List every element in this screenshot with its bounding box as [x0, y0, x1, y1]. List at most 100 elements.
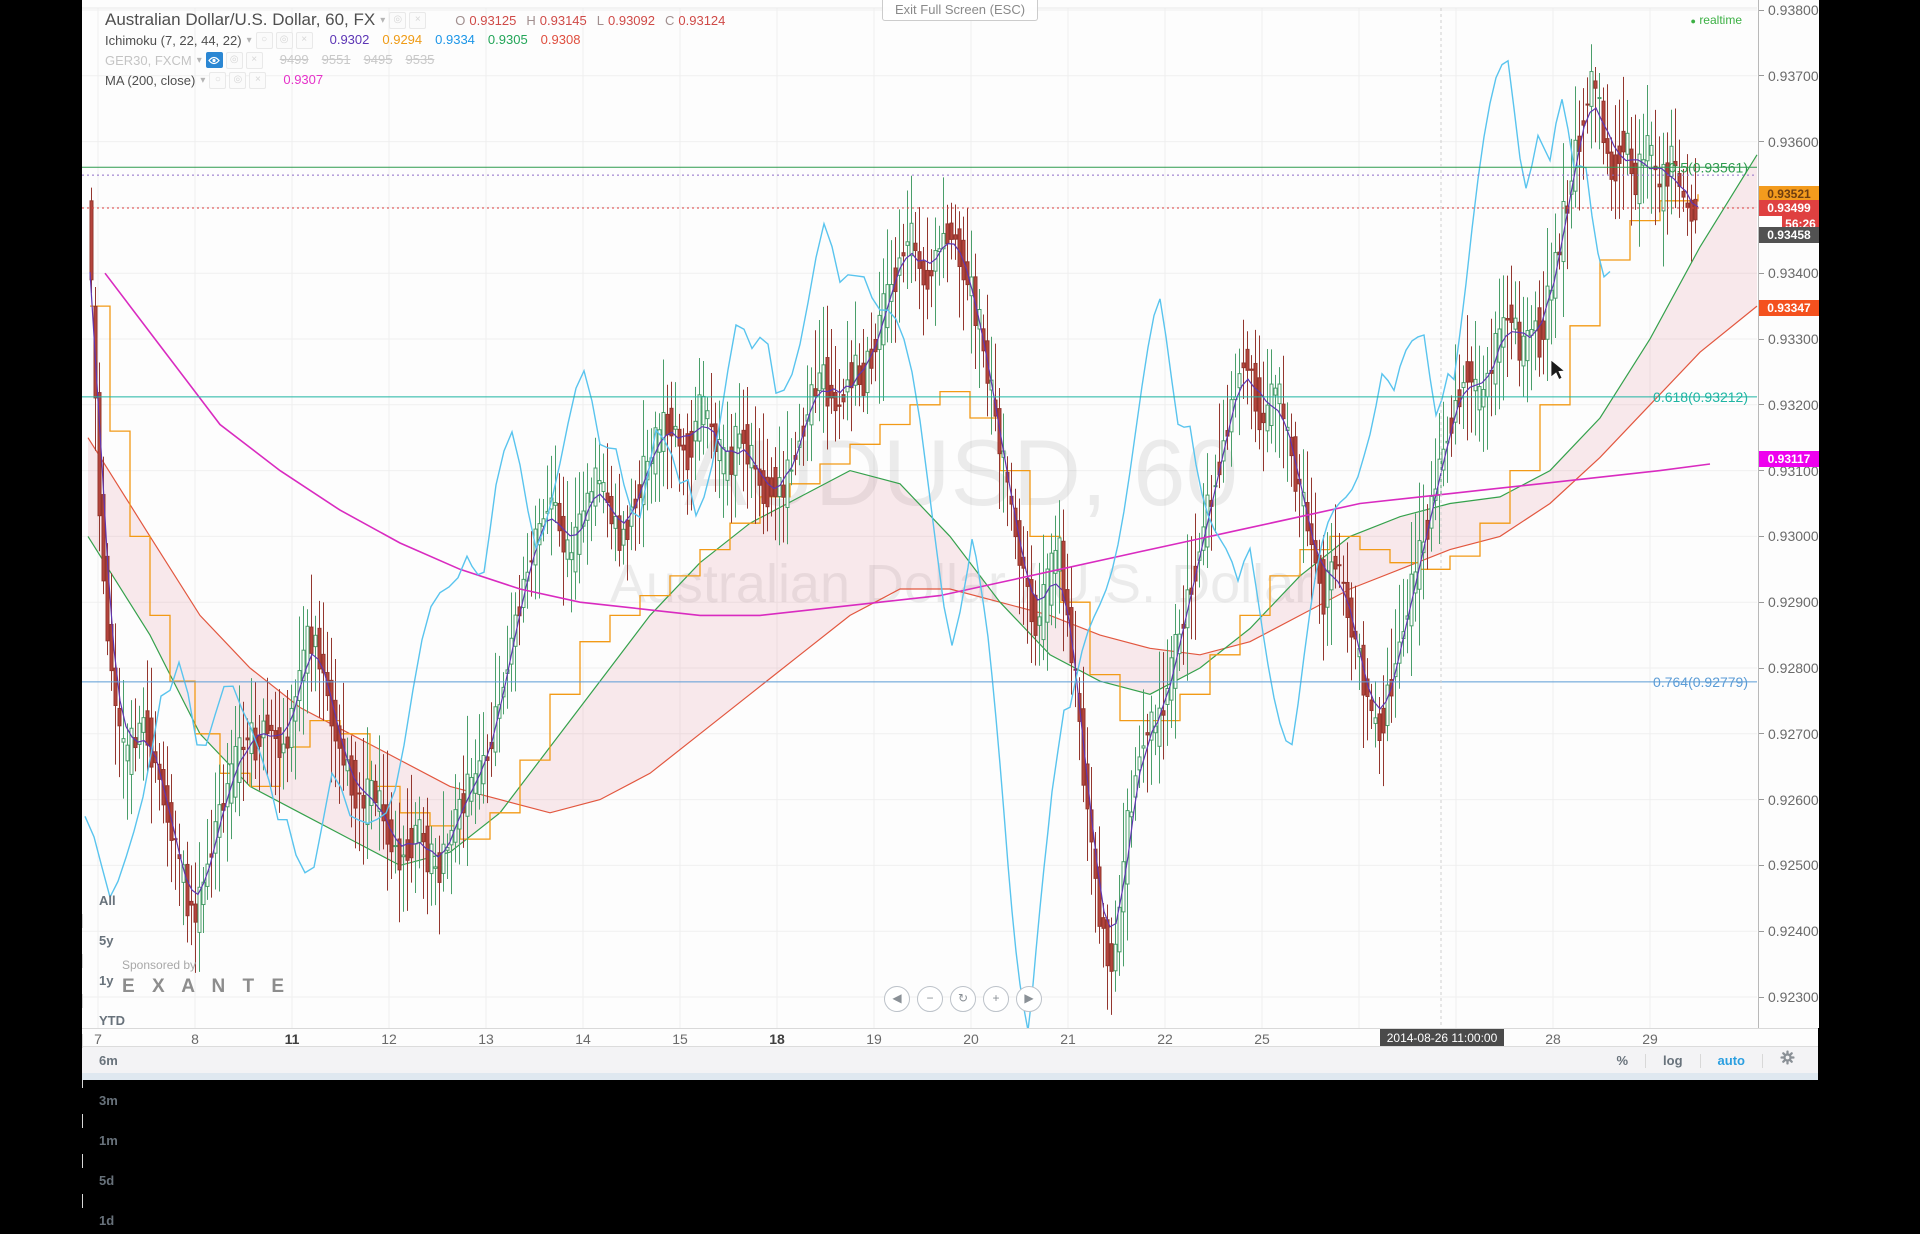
sponsor-block: Sponsored by E X A N T E — [122, 958, 290, 998]
indicator-value: 0.9334 — [435, 32, 475, 47]
chevron-down-icon[interactable]: ▾ — [246, 34, 252, 46]
price-axis-label: 0.93200 — [1768, 396, 1819, 413]
ohlc-value: 0.93145 — [539, 12, 587, 28]
zoom-in-button[interactable]: + — [983, 986, 1009, 1012]
ichimoku-cloud — [88, 154, 1757, 866]
settings-icon[interactable]: ◎ — [229, 71, 247, 89]
range-button-ytd[interactable]: YTD — [99, 1012, 125, 1028]
price-axis-label: 0.92600 — [1768, 791, 1819, 808]
price-axis-label: 0.93600 — [1768, 133, 1819, 150]
price-axis-label: 0.93000 — [1768, 528, 1819, 545]
ohlc-value: 0.93125 — [469, 12, 517, 28]
scale-button-auto[interactable]: auto — [1717, 1052, 1745, 1068]
eye-icon[interactable] — [205, 52, 223, 68]
axis-tick — [1759, 338, 1764, 340]
symbol-title[interactable]: Australian Dollar/U.S. Dollar, 60, FX — [105, 10, 376, 29]
indicator-value: 0.9302 — [329, 32, 370, 47]
axis-tick — [1759, 141, 1764, 143]
axis-tick — [1759, 272, 1764, 274]
indicator-title[interactable]: GER30, FXCM — [105, 52, 192, 68]
settings-icon[interactable]: ◎ — [225, 51, 243, 69]
ohlc-label: L — [596, 12, 604, 28]
time-axis-label: 28 — [1545, 1031, 1561, 1047]
time-axis-label: 11 — [284, 1031, 300, 1047]
ohlc-value: 0.93092 — [608, 12, 655, 28]
scroll-left-button[interactable]: ◀ — [884, 986, 910, 1012]
ohlc-values: O 0.93125 H 0.93145 L 0.93092 C 0.93124 — [445, 13, 725, 28]
time-axis-label: 14 — [575, 1031, 591, 1047]
range-button-1d[interactable]: 1d — [99, 1212, 115, 1228]
settings-icon[interactable]: ◎ — [389, 11, 407, 29]
range-button-3m[interactable]: 3m — [99, 1092, 118, 1108]
price-axis-label: 0.93400 — [1768, 265, 1819, 282]
time-axis[interactable]: 2014-08-26 11:00:00 7 8 11 12 13 14 15 18 19 20 21… — [82, 1028, 1818, 1047]
price-tag: 0.93347 — [1759, 300, 1819, 317]
eye-icon[interactable]: ○ — [209, 71, 227, 89]
scroll-right-button[interactable]: ▶ — [1016, 986, 1042, 1012]
price-tag: 0.93499 — [1759, 200, 1819, 217]
time-axis-label: 21 — [1060, 1031, 1076, 1047]
chevron-down-icon[interactable]: ▾ — [200, 74, 206, 86]
bottom-strip — [82, 1073, 1818, 1080]
close-icon[interactable]: × — [295, 31, 313, 49]
price-axis-label: 0.92300 — [1768, 989, 1819, 1005]
indicator-value: 9535 — [405, 52, 435, 67]
price-axis-label: 0.92700 — [1768, 725, 1819, 742]
indicator-values: 0.9307 — [283, 71, 336, 89]
price-axis-label: 0.92900 — [1768, 594, 1819, 611]
range-button-6m[interactable]: 6m — [99, 1052, 118, 1068]
close-icon[interactable]: × — [409, 11, 427, 29]
exit-fullscreen-tooltip: Exit Full Screen (ESC) — [882, 0, 1039, 21]
reset-chart-button[interactable]: ↻ — [950, 986, 976, 1012]
tenkan-line — [89, 107, 1699, 928]
axis-tick — [1759, 9, 1764, 11]
scale-button-log[interactable]: log — [1663, 1052, 1683, 1068]
indicator-value: 9551 — [321, 52, 351, 67]
scale-button-%[interactable]: % — [1616, 1052, 1629, 1068]
time-axis-label: 15 — [672, 1031, 688, 1047]
range-button-5y[interactable]: 5y — [99, 932, 114, 948]
price-axis-label: 0.93800 — [1768, 2, 1819, 18]
senkou-a-line — [87, 154, 1758, 867]
candlestick-chart[interactable]: AUDUSD, 60Australian Dollar / U.S. Dolla… — [82, 0, 1758, 1028]
range-button-5d[interactable]: 5d — [99, 1172, 115, 1188]
indicator-value: 0.9308 — [540, 32, 581, 47]
settings-icon[interactable]: ◎ — [275, 31, 293, 49]
range-button-all[interactable]: All — [99, 892, 116, 908]
axis-tick — [1759, 864, 1764, 866]
time-axis-label: 12 — [381, 1031, 397, 1047]
axis-tick — [1759, 996, 1764, 998]
axis-tick — [1759, 733, 1764, 735]
range-button-1y[interactable]: 1y — [99, 972, 114, 988]
chevron-down-icon[interactable]: ▾ — [380, 14, 386, 26]
indicator-title[interactable]: MA (200, close) — [105, 72, 196, 88]
sponsored-by-label: Sponsored by — [122, 958, 197, 972]
exante-logo[interactable]: E X A N T E — [122, 976, 291, 997]
bottom-toolbar: All 5y 1y YTD 6m 3m 1m 5d 1d % log auto — [82, 893, 1818, 1228]
time-axis-label: 22 — [1157, 1031, 1173, 1047]
mouse-cursor — [1550, 359, 1566, 381]
time-axis-label: 8 — [191, 1031, 199, 1047]
chevron-down-icon[interactable]: ▾ — [196, 54, 202, 66]
gear-icon[interactable] — [1763, 1048, 1812, 1074]
indicator-values: 0.9302 0.9294 0.9334 0.9305 0.9308 — [330, 31, 594, 49]
axis-tick — [1759, 601, 1764, 603]
indicator-row-ma200: MA (200, close) ▾ ○ ◎ × 0.9307 — [105, 70, 725, 90]
axis-tick — [1759, 667, 1764, 669]
indicator-value: 0.9294 — [382, 32, 423, 47]
close-icon[interactable]: × — [245, 51, 263, 69]
time-axis-label: 13 — [478, 1031, 494, 1047]
chart-pane[interactable]: AUDUSD, 60Australian Dollar / U.S. Dolla… — [82, 0, 1758, 1028]
range-button-1m[interactable]: 1m — [99, 1132, 118, 1148]
close-icon[interactable]: × — [249, 71, 267, 89]
price-axis[interactable]: 0.938000.937000.936000.935000.934000.933… — [1758, 0, 1819, 1028]
realtime-label: realtime — [1699, 13, 1742, 27]
range-buttons: All 5y 1y YTD 6m 3m 1m 5d 1d — [82, 888, 142, 1234]
zoom-out-button[interactable]: − — [917, 986, 943, 1012]
scale-buttons: % log auto — [1599, 1048, 1812, 1074]
indicator-row-ger30: GER30, FXCM ▾ ◎ × 9499 9551 9495 9535 — [105, 50, 725, 70]
indicator-title[interactable]: Ichimoku (7, 22, 44, 22) — [105, 32, 242, 48]
axis-tick — [1759, 799, 1764, 801]
eye-icon[interactable]: ○ — [255, 31, 273, 49]
fib-level-label: 0.618(0.93212) — [1653, 389, 1748, 405]
